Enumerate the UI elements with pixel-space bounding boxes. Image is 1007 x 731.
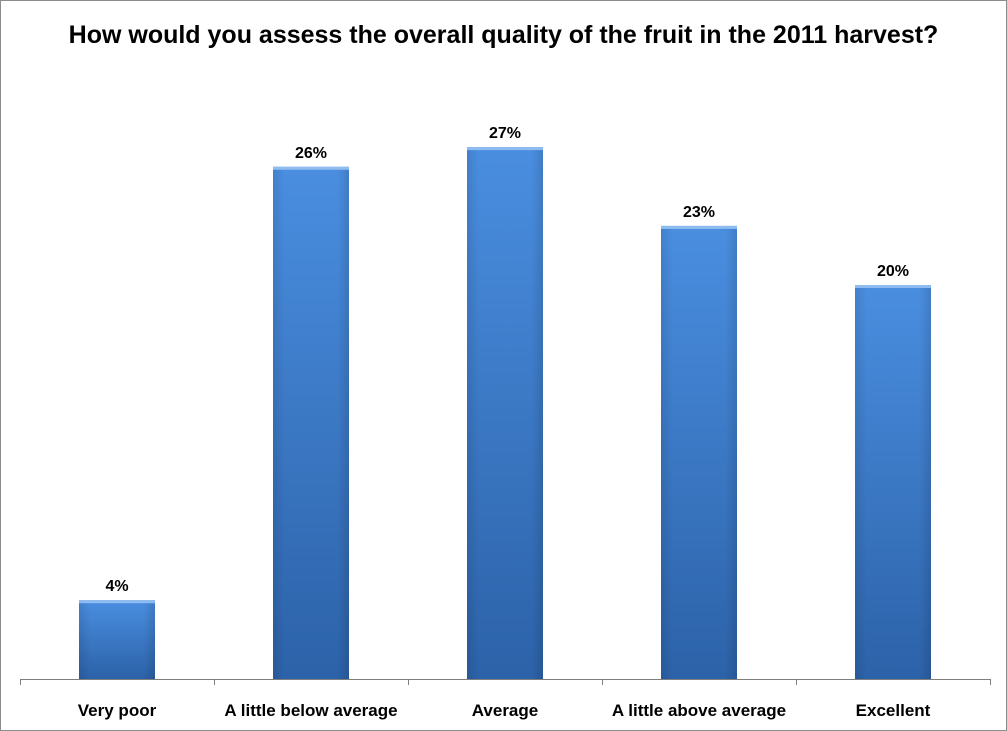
bar-top-highlight xyxy=(855,285,931,288)
x-tick-label: A little above average xyxy=(612,701,786,720)
bar-shade xyxy=(855,285,931,679)
bar xyxy=(273,166,349,680)
bar-top-highlight xyxy=(79,600,155,604)
x-tick-label: Very poor xyxy=(78,701,157,720)
bar xyxy=(661,225,737,679)
bar-top-highlight xyxy=(273,166,349,170)
x-tick-label: Average xyxy=(472,701,538,720)
bar-shade xyxy=(661,225,737,679)
data-label: 20% xyxy=(877,263,909,280)
data-labels: 4% 26% 27% 23% 20% xyxy=(105,125,909,595)
data-label: 23% xyxy=(683,204,715,221)
x-tick-label: Excellent xyxy=(856,701,931,720)
bar xyxy=(855,285,931,679)
bar-top-highlight xyxy=(467,147,543,151)
data-label: 27% xyxy=(489,125,521,142)
data-label: 26% xyxy=(295,145,327,162)
bar-top-highlight xyxy=(661,225,737,229)
bar xyxy=(467,147,543,680)
data-label: 4% xyxy=(105,578,128,595)
x-tick-labels: Very poor A little below average Average A … xyxy=(78,701,931,720)
chart-title: How would you assess the overall quality… xyxy=(68,21,939,49)
x-axis xyxy=(20,679,991,685)
bar xyxy=(79,600,155,679)
bar-shade xyxy=(273,166,349,680)
x-tick-label: A little below average xyxy=(224,701,397,720)
bar-shade xyxy=(467,147,543,680)
bars xyxy=(79,147,931,680)
bar-shade xyxy=(79,600,155,679)
